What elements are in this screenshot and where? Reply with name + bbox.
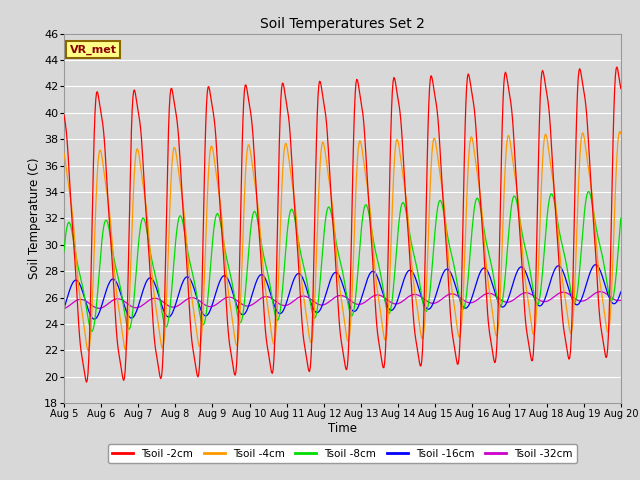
X-axis label: Time: Time <box>328 421 357 434</box>
Text: VR_met: VR_met <box>70 45 116 55</box>
Y-axis label: Soil Temperature (C): Soil Temperature (C) <box>28 157 42 279</box>
Title: Soil Temperatures Set 2: Soil Temperatures Set 2 <box>260 17 425 31</box>
Legend: Tsoil -2cm, Tsoil -4cm, Tsoil -8cm, Tsoil -16cm, Tsoil -32cm: Tsoil -2cm, Tsoil -4cm, Tsoil -8cm, Tsoi… <box>108 444 577 463</box>
